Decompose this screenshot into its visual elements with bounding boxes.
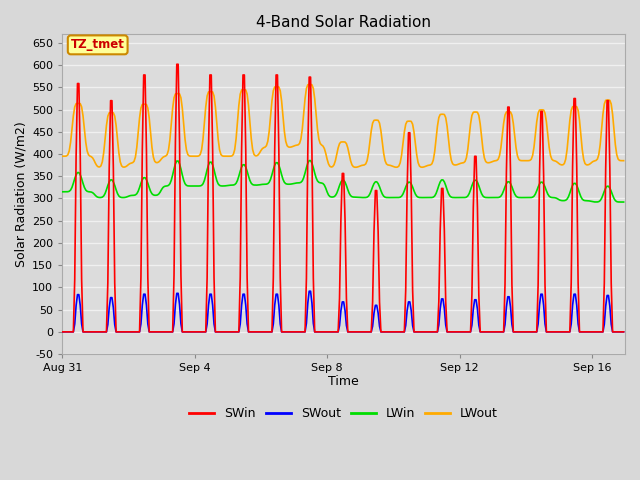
Y-axis label: Solar Radiation (W/m2): Solar Radiation (W/m2) bbox=[15, 121, 28, 267]
X-axis label: Time: Time bbox=[328, 374, 359, 387]
Title: 4-Band Solar Radiation: 4-Band Solar Radiation bbox=[256, 15, 431, 30]
Text: TZ_tmet: TZ_tmet bbox=[71, 38, 125, 51]
Legend: SWin, SWout, LWin, LWout: SWin, SWout, LWin, LWout bbox=[184, 402, 503, 425]
